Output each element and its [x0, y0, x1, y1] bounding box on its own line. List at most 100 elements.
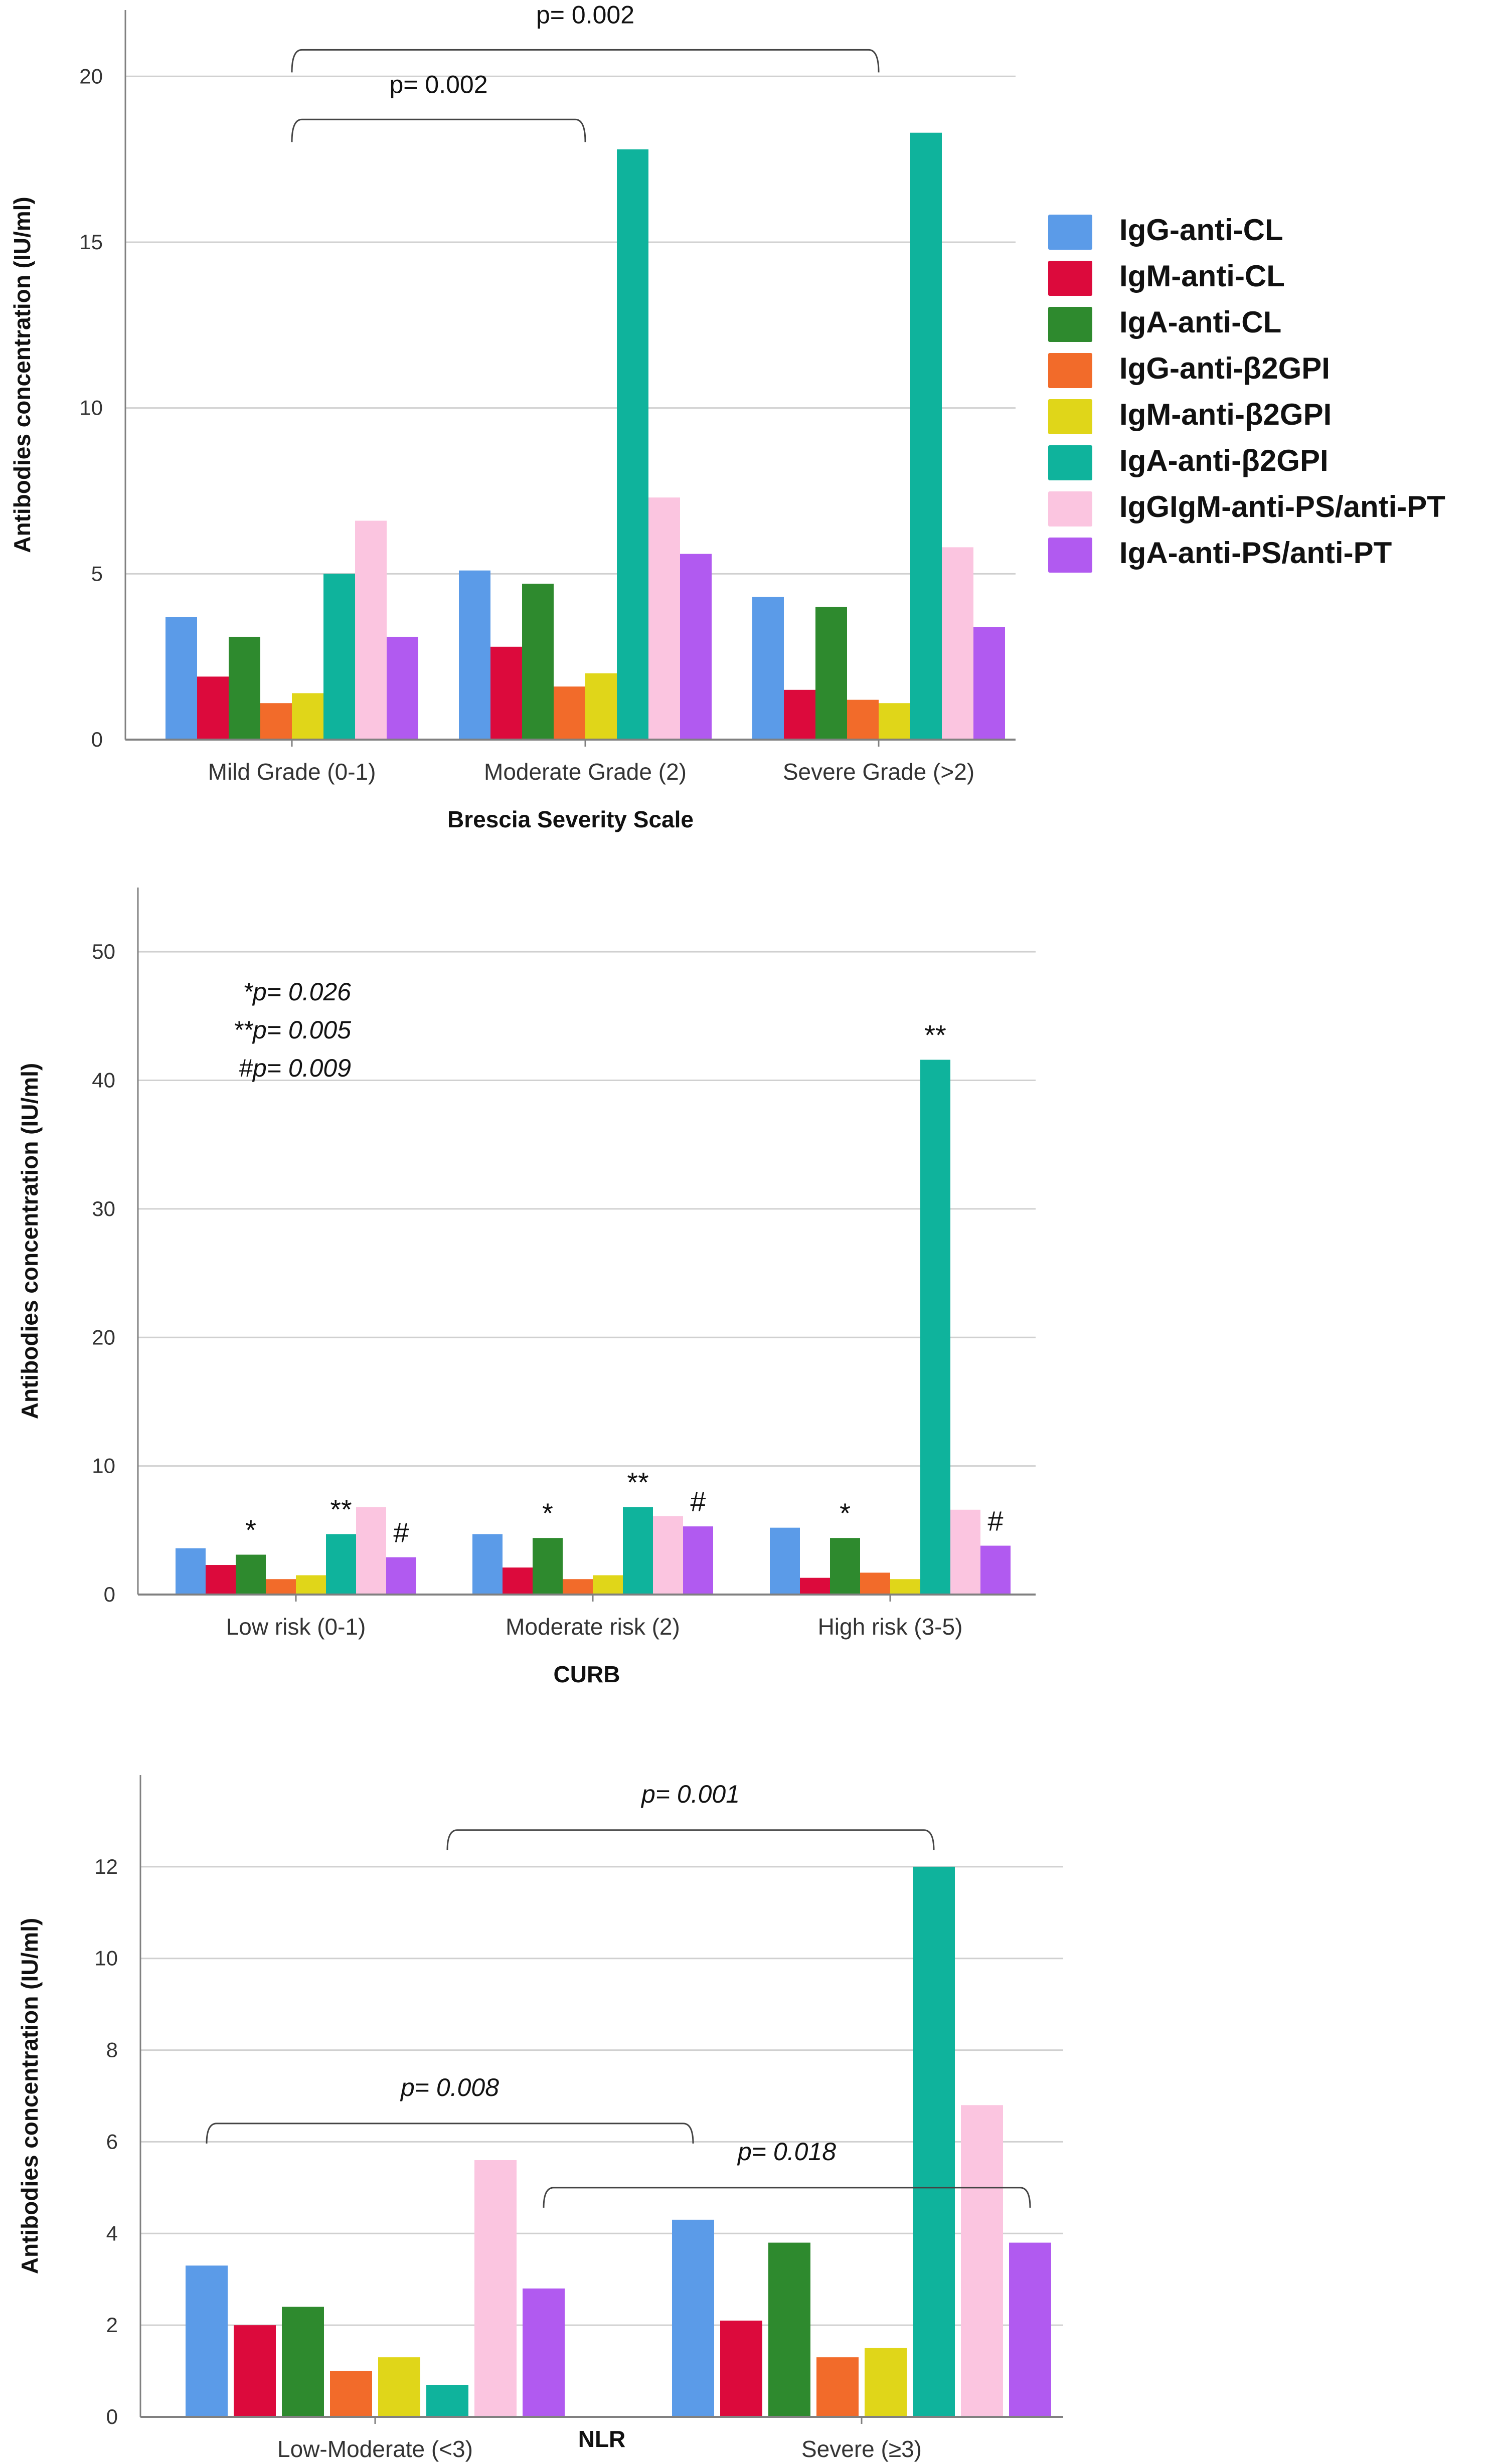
y-tick-label: 12 [94, 1855, 118, 1878]
y-tick-label: 0 [104, 1582, 115, 1606]
bar [533, 1538, 563, 1595]
bar [920, 1060, 950, 1595]
bar [617, 149, 648, 740]
bar [387, 636, 418, 740]
significance-mark: ** [330, 1494, 352, 1525]
bar [165, 617, 197, 740]
bar [563, 1579, 593, 1595]
x-tick-label: Moderate risk (2) [506, 1614, 680, 1640]
significance-mark: ** [627, 1467, 649, 1498]
y-tick-label: 10 [92, 1454, 115, 1478]
legend-label: IgM-anti-CL [1119, 259, 1285, 293]
bar [593, 1575, 623, 1595]
bar [296, 1575, 326, 1595]
y-axis-title: Antibodies concentration (IU/ml) [9, 197, 35, 553]
bar [847, 699, 879, 740]
x-axis-title: CURB [554, 1661, 620, 1687]
bar [913, 1866, 955, 2417]
bar [784, 689, 815, 740]
bar [386, 1557, 416, 1595]
bar [236, 1554, 266, 1595]
x-tick-label: Moderate Grade (2) [484, 759, 687, 785]
bar [942, 547, 973, 740]
p-value-label: p= 0.001 [640, 1780, 740, 1808]
y-axis-title: Antibodies concentration (IU/ml) [17, 1918, 43, 2274]
legend-swatch [1048, 491, 1092, 526]
significance-bracket [206, 2123, 694, 2144]
p-value-label: p= 0.002 [536, 1, 634, 29]
significance-bracket [291, 118, 586, 142]
y-tick-label: 40 [92, 1069, 115, 1092]
significance-bracket [291, 49, 880, 73]
bar [323, 574, 355, 740]
bar [672, 2219, 714, 2417]
bar [234, 2325, 276, 2417]
significance-mark: * [840, 1497, 851, 1529]
p-value-label: p= 0.002 [389, 70, 487, 98]
bar [229, 636, 260, 740]
y-tick-label: 50 [92, 940, 115, 963]
legend-label: IgA-anti-PS/anti-PT [1119, 536, 1392, 570]
x-axis-title: NLR [578, 2426, 626, 2452]
bar [355, 520, 387, 740]
bar [890, 1579, 920, 1595]
y-tick-label: 0 [91, 728, 103, 751]
p-value-label: p= 0.008 [400, 2073, 499, 2101]
bar [522, 584, 554, 740]
legend-swatch [1048, 353, 1092, 388]
bar [860, 1572, 890, 1595]
bar [459, 570, 490, 740]
x-tick-label: High risk (3-5) [818, 1614, 963, 1640]
legend-swatch [1048, 399, 1092, 434]
bar [910, 132, 942, 740]
x-axis-title: Brescia Severity Scale [447, 806, 694, 832]
bar [326, 1534, 356, 1595]
y-tick-label: 20 [79, 64, 103, 88]
bar [1009, 2242, 1051, 2417]
bar [815, 607, 847, 740]
bar [770, 1527, 800, 1595]
significance-bracket [446, 1829, 935, 1850]
significance-mark: ** [924, 1019, 946, 1051]
bar [879, 703, 910, 740]
bar [554, 686, 585, 740]
bar [472, 1534, 503, 1595]
bar [830, 1538, 860, 1595]
bar [950, 1509, 980, 1595]
bar [176, 1548, 206, 1595]
y-tick-label: 5 [91, 562, 103, 585]
y-tick-label: 6 [106, 2130, 118, 2153]
legend-label: IgGIgM-anti-PS/anti-PT [1119, 490, 1445, 523]
significance-mark: # [987, 1505, 1003, 1537]
p-value-note: #p= 0.009 [239, 1054, 351, 1082]
significance-mark: * [245, 1514, 256, 1546]
bar [865, 2348, 907, 2417]
bar [800, 1577, 830, 1595]
legend-label: IgA-anti-CL [1119, 305, 1282, 339]
legend-label: IgG-anti-CL [1119, 213, 1283, 247]
legend-label: IgM-anti-β2GPI [1119, 398, 1332, 431]
bar [523, 2289, 565, 2417]
legend-swatch [1048, 215, 1092, 250]
p-value-label: p= 0.018 [737, 2138, 836, 2166]
bar [648, 497, 680, 740]
y-tick-label: 30 [92, 1197, 115, 1220]
bar [503, 1567, 533, 1595]
legend-swatch [1048, 538, 1092, 573]
bar [752, 597, 784, 740]
bar [197, 676, 229, 740]
bar [474, 2160, 517, 2417]
bar [980, 1545, 1011, 1595]
bar [653, 1516, 683, 1595]
bar [680, 554, 712, 740]
bar [206, 1565, 236, 1595]
x-tick-label: Mild Grade (0-1) [208, 759, 376, 785]
significance-mark: # [393, 1517, 409, 1548]
bar [266, 1579, 296, 1595]
y-tick-label: 2 [106, 2313, 118, 2337]
bar [378, 2357, 420, 2417]
bar [585, 673, 617, 740]
bar [490, 646, 522, 740]
bar [260, 703, 292, 740]
